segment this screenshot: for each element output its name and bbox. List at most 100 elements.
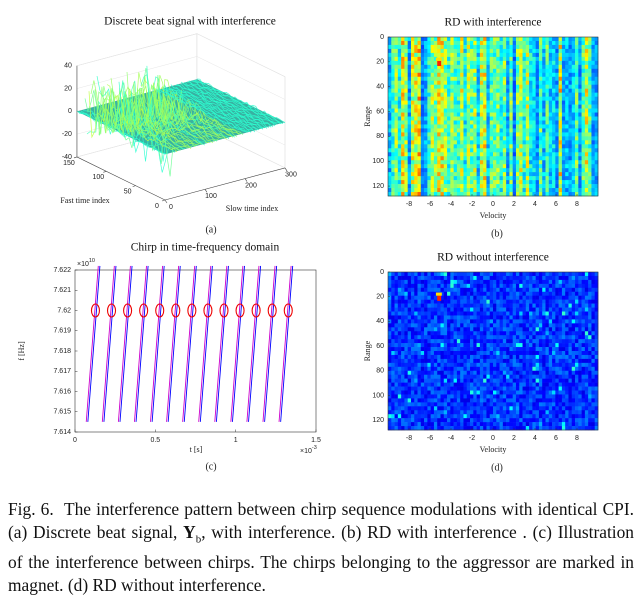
- heatmap-cell: [460, 104, 464, 109]
- heatmap-cell: [479, 68, 484, 74]
- heatmap-cell: [450, 370, 454, 375]
- heatmap-cell: [391, 343, 395, 348]
- heatmap-cell: [529, 358, 533, 364]
- heatmap-cell: [489, 291, 494, 296]
- heatmap-cell: [493, 80, 497, 85]
- heatmap-cell: [437, 116, 441, 121]
- heatmap-cell: [496, 160, 500, 165]
- heatmap-cell: [522, 370, 527, 375]
- heatmap-cell: [420, 184, 425, 189]
- heatmap-cell: [443, 370, 448, 375]
- heatmap-cell: [522, 92, 527, 97]
- heatmap-cell: [555, 108, 559, 113]
- heatmap-cell: [450, 116, 454, 121]
- heatmap-cell: [483, 116, 487, 121]
- heatmap-cell: [453, 100, 458, 105]
- heatmap-cell: [542, 72, 546, 78]
- heatmap-cell: [552, 76, 556, 82]
- heatmap-cell: [509, 299, 513, 304]
- heatmap-cell: [397, 92, 402, 97]
- heatmap-cell: [558, 351, 563, 356]
- heatmap-cell: [502, 52, 507, 58]
- heatmap-cell: [512, 60, 517, 66]
- heatmap-cell: [430, 319, 435, 324]
- heatmap-cell: [529, 398, 533, 403]
- heatmap-cell: [515, 80, 520, 85]
- heatmap-cell: [433, 176, 438, 181]
- heatmap-cell: [499, 418, 504, 423]
- heatmap-cell: [453, 272, 458, 277]
- heatmap-cell: [532, 88, 536, 93]
- heatmap-cell: [486, 307, 491, 312]
- heatmap-cell: [427, 120, 431, 125]
- heatmap-cell: [460, 88, 464, 93]
- heatmap-cell: [394, 76, 399, 82]
- heatmap-cell: [506, 60, 510, 66]
- heatmap-cell: [575, 180, 579, 185]
- heatmap-cell: [466, 108, 471, 113]
- heatmap-cell: [571, 44, 576, 50]
- heatmap-cell: [499, 76, 504, 82]
- heatmap-cell: [430, 382, 435, 387]
- heatmap-cell: [479, 48, 484, 54]
- surface-line: [190, 80, 280, 124]
- y-axis-label: Range: [363, 106, 372, 127]
- heatmap-cell: [535, 390, 540, 395]
- heatmap-cell: [483, 64, 487, 70]
- heatmap-cell: [489, 351, 494, 356]
- heatmap-cell: [443, 64, 448, 70]
- heatmap-cell: [427, 164, 431, 169]
- heatmap-cell: [466, 410, 471, 415]
- heatmap-cell: [476, 116, 481, 121]
- surface-line: [194, 80, 284, 125]
- heatmap-cell: [499, 168, 504, 173]
- heatmap-cell: [509, 120, 513, 125]
- heatmap-cell: [509, 116, 513, 121]
- heatmap-cell: [565, 124, 569, 129]
- heatmap-cell: [433, 120, 438, 125]
- heatmap-cell: [414, 279, 418, 285]
- heatmap-cell: [581, 112, 586, 117]
- heatmap-cell: [479, 382, 484, 387]
- heatmap-cell: [558, 343, 563, 348]
- heatmap-cell: [456, 124, 461, 129]
- heatmap-cell: [450, 378, 454, 383]
- heatmap-cell: [466, 164, 471, 169]
- heatmap-cell: [519, 176, 523, 181]
- heatmap-cell: [460, 37, 464, 42]
- heatmap-cell: [486, 287, 491, 293]
- heatmap-cell: [515, 402, 520, 407]
- heatmap-cell: [512, 180, 517, 185]
- heatmap-cell: [430, 272, 435, 277]
- heatmap-cell: [450, 40, 454, 46]
- heatmap-cell: [522, 323, 527, 328]
- heatmap-cell: [578, 76, 582, 82]
- heatmap-cell: [489, 295, 494, 300]
- heatmap-cell: [522, 331, 527, 336]
- heatmap-cell: [535, 358, 540, 364]
- heatmap-cell: [552, 124, 556, 129]
- heatmap-cell: [489, 60, 494, 66]
- heatmap-cell: [555, 48, 559, 54]
- heatmap-cell: [414, 180, 418, 185]
- heatmap-cell: [568, 343, 573, 348]
- heatmap-cell: [548, 184, 553, 189]
- heatmap-cell: [552, 112, 556, 117]
- heatmap-cell: [555, 68, 559, 74]
- heatmap-cell: [558, 132, 563, 137]
- heatmap-cell: [476, 291, 481, 296]
- heatmap-cell: [397, 56, 402, 62]
- heatmap-cell: [489, 426, 494, 431]
- heatmap-cell: [430, 335, 435, 340]
- heatmap-cell: [588, 96, 592, 101]
- heatmap-cell: [443, 323, 448, 328]
- heatmap-cell: [440, 327, 445, 332]
- heatmap-cell: [538, 37, 543, 42]
- heatmap-cell: [401, 287, 405, 293]
- heatmap-cell: [440, 323, 445, 328]
- heatmap-cell: [447, 136, 451, 141]
- heatmap-cell: [473, 140, 477, 145]
- heatmap-cell: [433, 272, 438, 277]
- heatmap-cell: [519, 366, 523, 372]
- heatmap-cell: [581, 172, 586, 177]
